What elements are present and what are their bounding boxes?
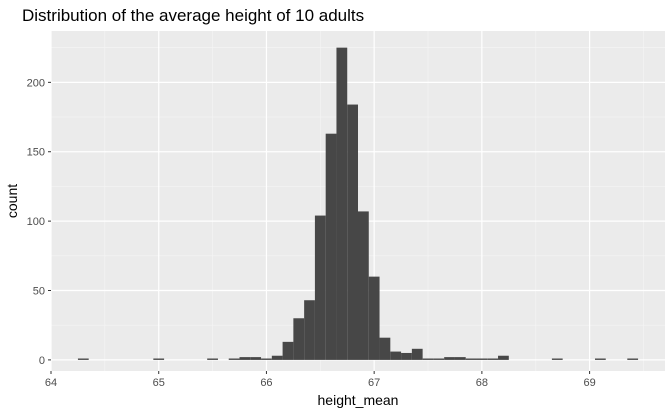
y-tick-label: 150 [27,147,45,159]
x-axis-title: height_mean [318,392,399,408]
histogram-bar [304,300,315,360]
histogram-bar [627,358,639,360]
histogram-bar [379,337,391,360]
histogram-bar [336,47,348,360]
histogram-bar [594,358,606,360]
y-axis-title: count [4,184,20,218]
histogram-bar [261,358,272,360]
y-tick-label: 50 [33,286,45,298]
x-tick-label: 67 [368,377,380,389]
histogram-bar [271,355,283,360]
y-tick-label: 100 [27,216,45,228]
histogram-bar [347,104,358,360]
histogram-bar [498,355,509,360]
histogram-bar [153,358,165,360]
histogram-bar [433,358,445,360]
x-tick-label: 65 [153,377,165,389]
histogram-bar [358,211,369,360]
histogram-bar [476,358,488,360]
histogram-bar [77,358,89,360]
histogram-bar [444,357,455,360]
histogram-bar [282,341,294,360]
histogram-bar [465,358,477,360]
histogram-bar [422,358,434,360]
x-axis-ticks: 64 65 66 67 68 69 [45,371,596,389]
histogram-bar [368,276,380,360]
histogram-bar [454,357,466,360]
histogram-bar [239,357,251,360]
chart-title: Distribution of the average height of 10… [22,6,364,25]
y-axis-ticks: 0 50 100 150 200 [27,77,51,367]
x-tick-label: 64 [45,377,57,389]
y-tick-label: 200 [27,77,45,89]
x-tick-label: 68 [476,377,488,389]
histogram-bars [77,47,639,360]
histogram-bar [314,215,326,360]
histogram-bar [325,133,337,360]
histogram-bar [293,318,305,360]
histogram-bar [401,352,412,360]
histogram-bar [250,357,262,360]
x-tick-label: 69 [583,377,595,389]
histogram-bar [551,358,563,360]
x-tick-label: 66 [260,377,272,389]
histogram-bar [390,351,402,360]
histogram-bar [411,348,423,360]
y-tick-label: 0 [39,355,45,367]
histogram-bar [228,358,240,360]
histogram-bar [207,358,218,360]
histogram-bar [487,358,499,360]
